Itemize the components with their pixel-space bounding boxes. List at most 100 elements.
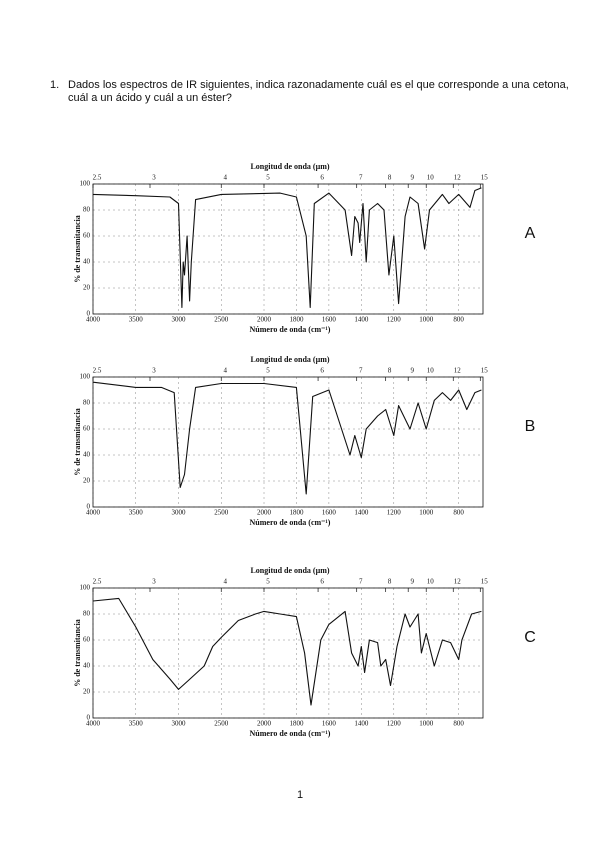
x-tick-label: 3500 (129, 316, 144, 324)
top-tick-label: 15 (481, 578, 489, 586)
y-tick-label: 0 (87, 310, 91, 318)
top-tick-label: 8 (388, 367, 392, 375)
y-axis-label: % de transmitancia (73, 408, 82, 476)
x-tick-label: 1400 (354, 720, 369, 728)
top-tick-label: 3 (152, 578, 156, 586)
spectrum-line (92, 187, 482, 309)
top-tick-label: 5 (266, 367, 270, 375)
y-tick-label: 60 (83, 232, 91, 240)
x-tick-label: 3000 (172, 509, 187, 517)
x-tick-label: 4000 (86, 720, 101, 728)
top-tick-label: 7 (359, 174, 363, 182)
y-tick-label: 80 (83, 206, 91, 214)
x-axis-label: Número de onda (cm⁻¹) (250, 325, 331, 334)
top-tick-label: 9 (410, 174, 414, 182)
spectrum-letter: B (525, 418, 536, 435)
top-tick-label: 12 (454, 367, 462, 375)
spectrum-line (92, 381, 482, 495)
chart-title: Longitud de onda (µm) (250, 162, 329, 171)
y-tick-label: 40 (83, 662, 91, 670)
top-tick-label: 9 (410, 367, 414, 375)
x-tick-label: 1800 (289, 509, 304, 517)
y-tick-label: 40 (83, 258, 91, 266)
y-axis-label: % de transmitancia (73, 215, 82, 283)
x-tick-label: 1200 (387, 509, 402, 517)
x-tick-label: 2000 (257, 509, 272, 517)
x-tick-label: 1600 (322, 509, 337, 517)
y-axis-label: % de transmitancia (73, 619, 82, 687)
x-tick-label: 1200 (387, 720, 402, 728)
y-tick-label: 80 (83, 399, 91, 407)
top-tick-label: 10 (427, 174, 435, 182)
x-tick-label: 800 (453, 316, 464, 324)
x-tick-label: 1800 (289, 720, 304, 728)
top-tick-label: 12 (454, 578, 462, 586)
y-tick-label: 100 (80, 373, 91, 381)
top-tick-label: 7 (359, 578, 363, 586)
x-tick-label: 3500 (129, 720, 144, 728)
spectrum-letter: A (525, 225, 536, 242)
x-tick-label: 1000 (419, 720, 434, 728)
top-tick-label: 4 (224, 174, 228, 182)
x-tick-label: 4000 (86, 316, 101, 324)
x-tick-label: 1000 (419, 316, 434, 324)
top-tick-label: 8 (388, 578, 392, 586)
x-axis-label: Número de onda (cm⁻¹) (250, 518, 331, 527)
x-tick-label: 2500 (214, 509, 229, 517)
x-tick-label: 1600 (322, 720, 337, 728)
y-tick-label: 0 (87, 714, 91, 722)
top-tick-label: 15 (481, 367, 489, 375)
x-tick-label: 2000 (257, 316, 272, 324)
x-tick-label: 3000 (172, 316, 187, 324)
x-tick-label: 2500 (214, 316, 229, 324)
top-tick-label: 3 (152, 367, 156, 375)
question-line: Dados los espectros de IR siguientes, in… (68, 79, 569, 91)
y-tick-label: 60 (83, 425, 91, 433)
x-tick-label: 3000 (172, 720, 187, 728)
spectrum-line (92, 597, 482, 706)
chart-title: Longitud de onda (µm) (250, 355, 329, 364)
y-tick-label: 100 (80, 180, 91, 188)
x-tick-label: 4000 (86, 509, 101, 517)
x-tick-label: 800 (453, 509, 464, 517)
top-tick-label: 5 (266, 174, 270, 182)
y-tick-label: 40 (83, 451, 91, 459)
x-tick-label: 2000 (257, 720, 272, 728)
spectrum-letter: C (524, 629, 536, 646)
y-tick-label: 20 (83, 688, 91, 696)
x-tick-label: 1600 (322, 316, 337, 324)
y-tick-label: 20 (83, 284, 91, 292)
x-tick-label: 1000 (419, 509, 434, 517)
x-tick-label: 1200 (387, 316, 402, 324)
top-tick-label: 6 (320, 578, 324, 586)
top-tick-label: 7 (359, 367, 363, 375)
top-tick-label: 8 (388, 174, 392, 182)
question-number: 1. (50, 79, 59, 91)
y-tick-label: 60 (83, 636, 91, 644)
top-tick-label: 10 (427, 578, 435, 586)
top-tick-label: 9 (410, 578, 414, 586)
page-number: 1 (297, 789, 303, 801)
top-tick-label: 2.5 (93, 367, 102, 375)
y-tick-label: 20 (83, 477, 91, 485)
top-tick-label: 6 (320, 174, 324, 182)
top-tick-label: 5 (266, 578, 270, 586)
y-tick-label: 80 (83, 610, 91, 618)
x-tick-label: 800 (453, 720, 464, 728)
x-tick-label: 1400 (354, 509, 369, 517)
x-tick-label: 2500 (214, 720, 229, 728)
plot-frame (92, 376, 484, 508)
x-tick-label: 1400 (354, 316, 369, 324)
top-tick-label: 6 (320, 367, 324, 375)
top-tick-label: 10 (427, 367, 435, 375)
top-tick-label: 12 (454, 174, 462, 182)
top-tick-label: 15 (481, 174, 489, 182)
x-tick-label: 3500 (129, 509, 144, 517)
top-tick-label: 4 (224, 578, 228, 586)
plot-frame (92, 183, 484, 315)
question-line: cuál a un ácido y cuál a un éster? (68, 92, 232, 104)
y-tick-label: 100 (80, 584, 91, 592)
top-tick-label: 3 (152, 174, 156, 182)
top-tick-label: 4 (224, 367, 228, 375)
